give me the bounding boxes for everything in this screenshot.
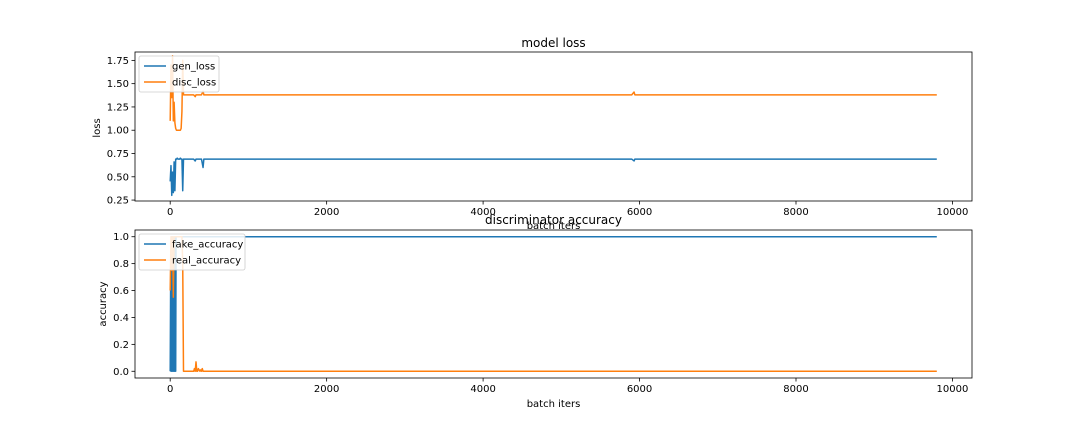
x-tick-label: 0: [167, 207, 173, 218]
legend-label-fake-accuracy: fake_accuracy: [172, 240, 243, 251]
accuracy-axes-frame: [134, 229, 973, 379]
y-tick-label: 0.75: [107, 149, 129, 160]
loss-legend: gen_loss disc_loss: [138, 55, 220, 93]
x-axis-label: batch iters: [527, 399, 581, 410]
y-tick-label: 0.6: [113, 286, 129, 297]
y-axis-label: accuracy: [98, 281, 109, 326]
legend-label-real-accuracy: real_accuracy: [172, 256, 241, 267]
legend-label-disc-loss: disc_loss: [172, 78, 216, 89]
series-line-fake-accuracy: [169, 235, 937, 373]
x-tick-label: 6000: [627, 384, 652, 395]
legend-box: [138, 233, 246, 271]
x-tick-label: 2000: [314, 207, 339, 218]
loss-axes-frame: [134, 51, 973, 202]
y-tick-label: 1.0: [113, 232, 129, 243]
accuracy-x-ticks: 0 2000 4000 6000 8000 10000: [167, 378, 968, 395]
chart-title: discriminator accuracy: [485, 213, 622, 227]
loss-chart: model loss 0 2000 4000 6000 8000 10000 0.250.…: [92, 36, 973, 232]
x-tick-label: 0: [167, 384, 173, 395]
loss-x-ticks: 0 2000 4000 6000 8000 10000: [167, 201, 968, 218]
y-axis-label: loss: [92, 118, 103, 137]
accuracy-legend: fake_accuracy real_accuracy: [138, 233, 246, 271]
y-tick-label: 1.25: [107, 102, 129, 113]
y-tick-label: 0.8: [113, 259, 129, 270]
loss-y-ticks: 0.25 0.50 0.75 1.00 1.25 1.50 1.75: [107, 56, 135, 207]
series-line-real-accuracy: [169, 235, 937, 373]
y-tick-label: 1.50: [107, 79, 129, 90]
y-tick-label: 0.4: [113, 313, 129, 324]
x-tick-label: 4000: [470, 384, 495, 395]
x-tick-label: 8000: [783, 207, 808, 218]
x-tick-label: 10000: [937, 384, 969, 395]
y-tick-label: 0.2: [113, 340, 129, 351]
y-tick-label: 0.25: [107, 196, 129, 207]
x-tick-label: 8000: [783, 384, 808, 395]
accuracy-y-ticks: 0.0 0.2 0.4 0.6 0.8 1.0: [113, 232, 135, 378]
series-line-disc-loss: [169, 54, 937, 131]
series-line-gen-loss: [169, 157, 937, 197]
x-axis-label: batch iters: [527, 221, 581, 232]
legend-box: [138, 55, 220, 93]
legend-label-gen-loss: gen_loss: [172, 62, 215, 73]
y-tick-label: 0.0: [113, 367, 129, 378]
chart-title: model loss: [521, 36, 585, 50]
y-tick-label: 0.50: [107, 172, 129, 183]
x-tick-label: 2000: [314, 384, 339, 395]
accuracy-plot-area: [169, 235, 937, 373]
accuracy-chart: 0 2000 4000 6000 8000 10000 0.0 0.2 0.4 0.6 0.8 1.…: [98, 213, 973, 410]
x-tick-label: 4000: [470, 207, 495, 218]
y-tick-label: 1.00: [107, 126, 129, 137]
x-tick-label: 10000: [937, 207, 969, 218]
x-tick-label: 6000: [627, 207, 652, 218]
loss-plot-area: [169, 54, 937, 197]
y-tick-label: 1.75: [107, 56, 129, 67]
